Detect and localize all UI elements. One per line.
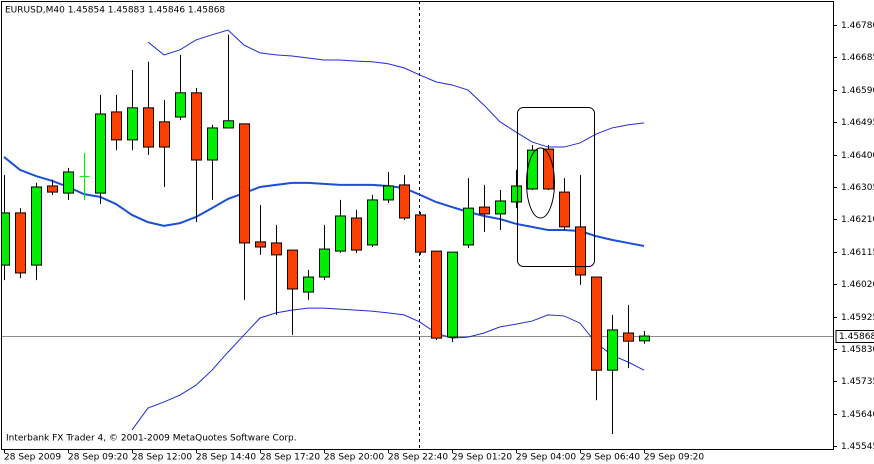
candle-body [351,217,362,251]
y-tick-label: 1.46020 [841,280,874,290]
x-tick-label: 29 Sep 04:00 [516,453,576,463]
candle-body [591,276,602,371]
x-tick-label: 29 Sep 01:20 [452,453,512,463]
current-price-label: 1.45868 [839,332,874,342]
band-line [147,29,645,148]
candle-body [639,335,650,342]
candle-body [287,249,298,290]
plot-frame [1,1,834,450]
y-tick-label: 1.46780 [841,21,874,31]
y-tick-label: 1.46305 [841,183,874,193]
current-price-tag: 1.45868 [835,330,874,343]
x-tick-label: 28 Sep 2009 [4,453,61,463]
y-tick-label: 1.45735 [841,377,874,387]
y-tick-label: 1.45830 [841,345,874,355]
band-line [3,156,645,247]
candle-body [447,251,458,338]
candle-body [255,241,266,248]
candle-body [511,185,522,203]
candle-body [367,199,378,246]
candle-body [479,206,490,215]
x-tick-label: 28 Sep 09:20 [68,453,128,463]
candle-body [239,123,250,244]
candle-body [159,121,170,148]
candle-body [431,250,442,339]
candle-body [415,214,426,253]
candle-body [207,127,218,161]
y-tick-label: 1.45925 [841,313,874,323]
y-tick-label: 1.46590 [841,86,874,96]
y-tick-label: 1.46495 [841,118,874,128]
y-tick-label: 1.45545 [841,442,874,452]
candle-body [223,120,234,129]
candle-body [303,276,314,293]
current-price-box [835,330,874,343]
candle-body [63,171,74,194]
candle-body [463,207,474,246]
y-tick-label: 1.46400 [841,151,874,161]
x-tick-label: 29 Sep 09:20 [644,453,704,463]
y-tick-label: 1.46685 [841,53,874,63]
footer: Interbank FX Trader 4, © 2001-2009 MetaQ… [6,434,297,444]
annotation-rectangle [517,107,595,267]
candle-body [143,107,154,148]
candle-body [623,332,634,342]
x-tick-label: 29 Sep 06:40 [580,453,640,463]
candle-body [1,212,10,266]
candle-body [15,212,26,274]
candle-body [47,185,58,193]
candle-body [191,92,202,161]
candle-body [319,248,330,278]
band-line [131,307,645,431]
chart-title: EURUSD,M40 1.45854 1.45883 1.45846 1.458… [5,6,225,16]
candle-body [271,242,282,256]
candle-body [383,185,394,201]
candle-body [127,107,138,141]
y-tick-label: 1.46210 [841,215,874,225]
y-tick-label: 1.46115 [841,248,874,258]
x-tick-label: 28 Sep 17:20 [260,453,320,463]
x-tick-label: 28 Sep 14:40 [196,453,256,463]
candle-body [175,92,186,118]
candle-body [399,184,410,219]
x-tick-label: 28 Sep 20:00 [324,453,384,463]
candle-body [559,191,570,228]
annotations [517,107,595,267]
x-tick-label: 28 Sep 12:00 [132,453,192,463]
candle-body [495,200,506,215]
candle-body [527,149,538,190]
candle-body [95,113,106,194]
candle-body [31,186,42,266]
candle-body [607,329,618,371]
plot-area [1,1,833,449]
candle-body [335,215,346,252]
candle-body [111,111,122,141]
candle-body [575,226,586,276]
annotation-ellipse [526,147,555,219]
x-tick-label: 28 Sep 22:40 [388,453,448,463]
y-tick-label: 1.45640 [841,410,874,420]
